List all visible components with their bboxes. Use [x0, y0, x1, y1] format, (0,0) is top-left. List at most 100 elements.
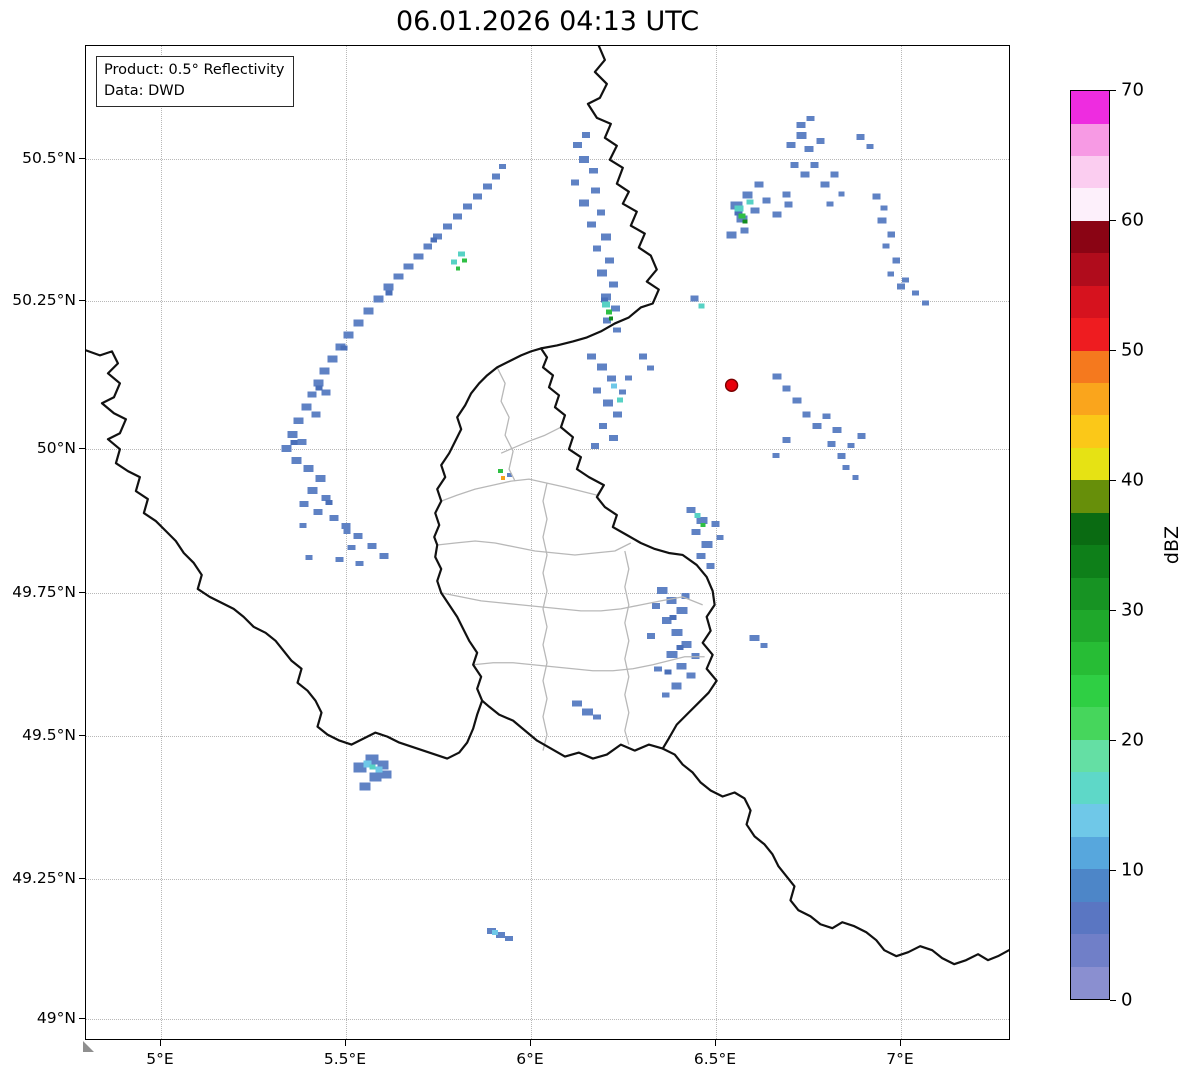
country-border-path	[661, 747, 1009, 966]
y-gridline	[86, 301, 1009, 302]
canton-border-path	[542, 482, 548, 751]
radar-echo-cell	[671, 628, 683, 636]
radar-echo-cell	[826, 201, 834, 207]
radar-echo-cell	[882, 243, 890, 249]
radar-echo-cell	[700, 523, 706, 528]
radar-echo-cell	[666, 650, 678, 658]
radar-echo-cell	[856, 133, 865, 140]
radar-echo-cell	[596, 209, 605, 216]
colorbar-band	[1071, 577, 1109, 610]
radar-echo-cell	[827, 441, 836, 448]
radar-echo-cell	[287, 431, 298, 439]
radar-echo-cell	[887, 271, 895, 277]
colorbar-title: dBZ	[1161, 525, 1183, 565]
radar-echo-cell	[507, 473, 513, 478]
y-tick-label: 49.25°N	[12, 869, 76, 887]
colorbar-band	[1071, 836, 1109, 870]
radar-echo-cell	[592, 387, 601, 394]
radar-echo-cell	[664, 669, 672, 675]
y-gridline	[86, 593, 1009, 594]
radar-echo-cell	[315, 475, 326, 483]
radar-echo-cell	[646, 632, 655, 639]
y-gridline	[86, 449, 1009, 450]
plot-title: 06.01.2026 04:13 UTC	[395, 6, 700, 37]
x-tick-label: 6°E	[516, 1050, 544, 1068]
radar-echo-cell	[666, 596, 677, 604]
radar-echo-cell	[297, 439, 307, 446]
x-tick-mark	[160, 1040, 161, 1046]
country-border-path	[86, 349, 484, 760]
colorbar-tick-mark	[1110, 480, 1116, 481]
radar-echo-cell	[299, 523, 307, 529]
radar-echo-cell	[433, 233, 443, 240]
colorbar-band	[1071, 707, 1109, 740]
radar-echo-cell	[293, 417, 304, 425]
radar-echo-cell	[353, 762, 367, 773]
radar-echo-cell	[902, 277, 910, 283]
radar-echo-cell	[671, 682, 682, 690]
radar-echo-cell	[738, 213, 746, 219]
radar-echo-cell	[281, 445, 292, 453]
y-tick-label: 49°N	[36, 1009, 76, 1027]
radar-echo-cell	[369, 764, 376, 770]
canton-border-path	[473, 656, 705, 672]
radar-echo-cell	[588, 167, 598, 174]
x-gridline	[161, 46, 162, 1039]
radar-echo-cell	[802, 411, 811, 418]
y-gridline	[86, 1019, 1009, 1020]
colorbar-band	[1071, 188, 1109, 221]
colorbar-tick-mark	[1110, 610, 1116, 611]
y-gridline	[86, 736, 1009, 737]
x-tick-mark	[345, 1040, 346, 1046]
radar-echo-cell	[443, 223, 453, 230]
radar-echo-cell	[313, 509, 323, 516]
radar-echo-cell	[590, 187, 600, 194]
radar-echo-cell	[602, 317, 611, 324]
colorbar-band	[1071, 804, 1109, 837]
radar-echo-cell	[691, 529, 701, 536]
y-tick-label: 50.5°N	[22, 149, 76, 167]
radar-echo-cell	[686, 507, 696, 514]
radar-echo-cell	[616, 397, 623, 403]
radar-echo-cell	[319, 367, 330, 375]
radar-echo-cell	[473, 193, 483, 200]
radar-echo-cell	[307, 487, 318, 495]
colorbar-band	[1071, 123, 1109, 157]
x-tick-label: 5.5°E	[323, 1050, 367, 1068]
radar-echo-cell	[299, 501, 309, 508]
y-tick-label: 50.25°N	[12, 291, 76, 309]
radar-echo-cell	[483, 183, 493, 190]
colorbar-band	[1071, 772, 1109, 805]
radar-echo-cell	[726, 231, 737, 239]
radar-echo-cell	[423, 243, 433, 250]
radar-echo-cell	[501, 476, 506, 481]
radar-echo-cell	[681, 592, 690, 599]
y-gridline	[86, 879, 1009, 880]
radar-echo-cell	[343, 331, 354, 339]
radar-echo-cell	[305, 554, 313, 560]
radar-echo-cell	[887, 231, 896, 238]
x-tick-label: 5°E	[146, 1050, 174, 1068]
radar-echo-cell	[742, 191, 753, 199]
radar-echo-cell	[592, 714, 601, 720]
radar-echo-cell	[605, 309, 612, 315]
radar-echo-cell	[760, 642, 768, 648]
radar-echo-cell	[355, 560, 364, 566]
radar-echo-cell	[377, 760, 389, 770]
colorbar-tick-mark	[1110, 220, 1116, 221]
radar-echo-cell	[701, 541, 713, 548]
radar-echo-cell	[570, 179, 579, 186]
colorbar-band	[1071, 285, 1109, 319]
colorbar-band	[1071, 545, 1109, 578]
radar-echo-cell	[610, 305, 620, 312]
x-gridline	[716, 46, 717, 1039]
radar-echo-cell	[690, 295, 699, 302]
x-tick-label: 6.5°E	[693, 1050, 737, 1068]
radar-echo-cell	[353, 319, 364, 327]
radar-echo-cell	[754, 181, 764, 188]
radar-echo-cell	[772, 211, 782, 218]
radar-echo-cell	[638, 353, 647, 360]
radar-echo-cell	[463, 203, 473, 210]
radar-echo-cell	[880, 205, 888, 211]
